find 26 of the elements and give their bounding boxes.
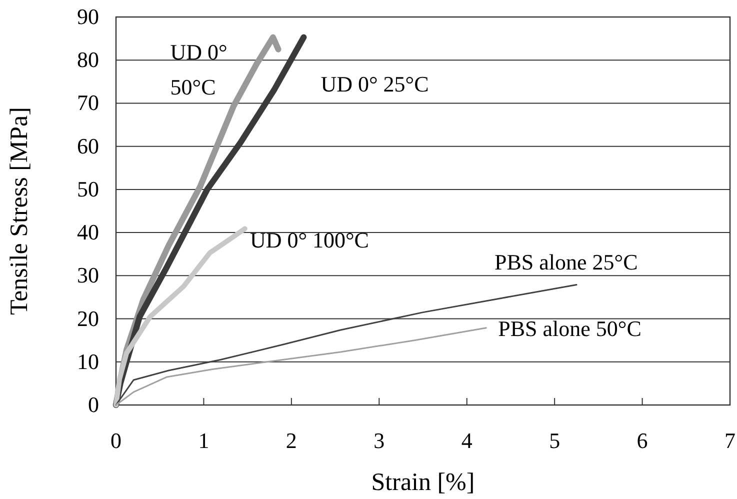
x-tick-label: 1: [198, 428, 210, 453]
line-series: [115, 327, 487, 406]
y-tick-label: 30: [77, 262, 99, 288]
series-label: PBS alone 25°C: [494, 250, 638, 275]
y-tick-label: 80: [77, 47, 99, 72]
y-tick-label: 50: [77, 176, 99, 202]
y-tick-label: 0: [88, 392, 99, 417]
series-label: UD 0° 100°C: [250, 228, 369, 253]
y-tick-label: 60: [77, 133, 99, 158]
x-tick-label: 2: [286, 428, 297, 453]
y-tick-label: 10: [77, 348, 99, 374]
x-tick-label: 4: [461, 428, 472, 453]
y-tick-label: 70: [77, 90, 99, 116]
series-label: UD 0° 50°C: [170, 39, 228, 100]
x-tick-label: 7: [724, 428, 736, 453]
series-label: PBS alone 50°C: [498, 316, 642, 341]
x-tick-label: 6: [636, 428, 648, 453]
y-tick-label: 20: [77, 306, 99, 331]
series-label: UD 0° 25°C: [320, 71, 429, 96]
x-axis-title: Strain [%]: [371, 469, 475, 496]
y-tick-label: 90: [77, 4, 99, 29]
x-tick-label: 3: [374, 428, 385, 453]
y-tick-label: 40: [77, 220, 99, 245]
y-axis-title: Tensile Stress [MPa]: [6, 107, 33, 315]
x-tick-label: 5: [549, 428, 560, 453]
x-tick-label: 0: [110, 428, 122, 453]
